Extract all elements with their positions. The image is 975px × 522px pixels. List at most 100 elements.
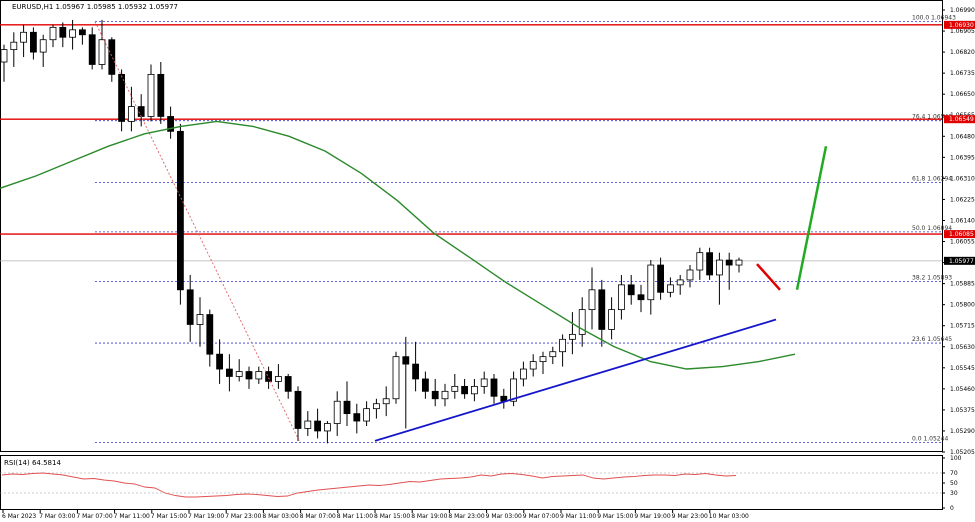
resistance-price-label: 1.06085	[949, 231, 974, 238]
price-tick-label: 1.06055	[950, 239, 975, 246]
price-tick-label: 1.06990	[950, 7, 975, 14]
resistance-price-tag	[944, 230, 975, 239]
bull-candle	[49, 26, 57, 41]
bear-candle	[118, 73, 125, 122]
bear-candle	[245, 371, 253, 380]
bear-candle	[490, 378, 498, 397]
bull-candle	[363, 408, 371, 422]
bull-candle	[235, 371, 243, 377]
bear-candle	[79, 29, 86, 36]
bear-candle	[627, 284, 635, 296]
bull-candle	[147, 73, 155, 117]
bear-candle	[29, 31, 37, 53]
bear-candle	[657, 264, 664, 293]
bear-candle	[353, 413, 361, 422]
resistance-price-tag	[944, 20, 975, 29]
time-tick-label: 9 Mar 19:00	[634, 513, 670, 520]
time-tick-label: 8 Mar 19:00	[411, 513, 447, 520]
bear-candle	[431, 390, 439, 400]
bear-candle	[88, 34, 96, 65]
time-tick-label: 6 Mar 2023	[2, 513, 36, 520]
price-tick-label: 1.05375	[950, 407, 975, 414]
price-tick-label: 1.06480	[950, 133, 975, 140]
bear-candle	[59, 26, 67, 38]
bull-candle	[333, 400, 341, 424]
guide-lines: 100.0 1.06943 76.4 1.06543 61.8 1.06294 50.…	[0, 15, 956, 494]
fib-level-label: 61.8 1.06294	[912, 175, 952, 182]
up-move-marker	[795, 145, 828, 291]
bear-candle	[265, 371, 273, 382]
time-tick-label: 8 Mar 11:00	[337, 513, 373, 520]
bull-candle	[127, 106, 135, 122]
bear-candle	[167, 116, 175, 132]
bull-candle	[510, 378, 518, 402]
price-tick-label: 1.06140	[950, 217, 975, 224]
bull-candle	[539, 356, 547, 363]
bull-candle	[451, 385, 459, 392]
rsi-line	[1, 472, 737, 498]
bull-candle	[578, 309, 586, 335]
bull-candle	[569, 333, 576, 340]
current-price-label: 1.05977	[949, 258, 974, 265]
bull-candle	[69, 29, 76, 38]
bull-candle	[470, 385, 478, 395]
bull-candle	[441, 390, 449, 400]
price-tick-label: 1.06310	[950, 175, 975, 182]
time-tick-label: 7 Mar 07:00	[76, 513, 112, 520]
bull-candle	[676, 279, 684, 286]
time-tick-label: 10 Mar 03:00	[709, 513, 749, 520]
bear-candle	[343, 400, 351, 415]
bull-candle	[696, 252, 704, 271]
bear-candle	[157, 73, 165, 117]
bull-candle	[716, 259, 723, 276]
time-tick-label: 8 Mar 15:00	[374, 513, 410, 520]
bull-candle	[588, 289, 596, 311]
bull-candle	[667, 284, 674, 293]
price-tick-label: 1.06905	[950, 28, 975, 35]
bear-candle	[225, 368, 233, 377]
fib-level-label: 76.4 1.06543	[912, 114, 952, 121]
bull-candle	[304, 420, 312, 429]
bull-candle	[10, 41, 18, 51]
fib-level-label: 100.0 1.06943	[912, 15, 956, 22]
bear-candle	[461, 385, 469, 395]
time-tick-label: 9 Mar 07:00	[523, 513, 559, 520]
bear-candle	[294, 390, 302, 429]
time-tick-label: 8 Mar 07:00	[300, 513, 336, 520]
fib-level-label: 0.0 1.05244	[912, 435, 948, 442]
bull-candle	[392, 356, 400, 400]
time-tick-label: 7 Mar 11:00	[114, 513, 150, 520]
candles	[0, 19, 743, 444]
bear-candle	[284, 376, 292, 392]
time-tick-label: 9 Mar 23:00	[672, 513, 708, 520]
rsi-tick-label: 100	[950, 455, 962, 462]
price-tick-label: 1.06820	[950, 49, 975, 56]
bear-candle	[402, 356, 410, 365]
bear-candle	[216, 353, 224, 370]
fib-diagonal-line	[94, 21, 301, 443]
bull-candle	[0, 49, 8, 63]
fib-level-label: 23.6 1.05645	[912, 336, 952, 343]
resistance-price-label: 1.06930	[949, 22, 974, 29]
price-tick-label: 1.05205	[950, 449, 975, 456]
bull-candle	[274, 376, 282, 382]
moving-average-line	[0, 120, 796, 370]
time-tick-label: 9 Mar 03:00	[486, 513, 522, 520]
bull-candle	[618, 284, 625, 311]
price-tick-label: 1.06735	[950, 70, 975, 77]
rsi-panel-frame	[0, 455, 943, 510]
bull-candle	[323, 423, 331, 432]
bear-candle	[206, 314, 214, 355]
bear-candle	[706, 252, 713, 276]
price-tick-label: 1.05460	[950, 386, 975, 393]
rsi-header: RSI(14) 64.5814	[4, 459, 61, 467]
bull-candle	[559, 338, 566, 353]
time-tick-label: 7 Mar 23:00	[225, 513, 261, 520]
bull-candle	[529, 361, 537, 370]
time-tick-label: 8 Mar 23:00	[448, 513, 484, 520]
bull-candle	[98, 39, 106, 65]
rsi-tick-label: 30	[950, 490, 958, 497]
time-tick-label: 7 Mar 03:00	[39, 513, 75, 520]
bull-candle	[647, 264, 655, 301]
bull-candle	[480, 378, 488, 387]
